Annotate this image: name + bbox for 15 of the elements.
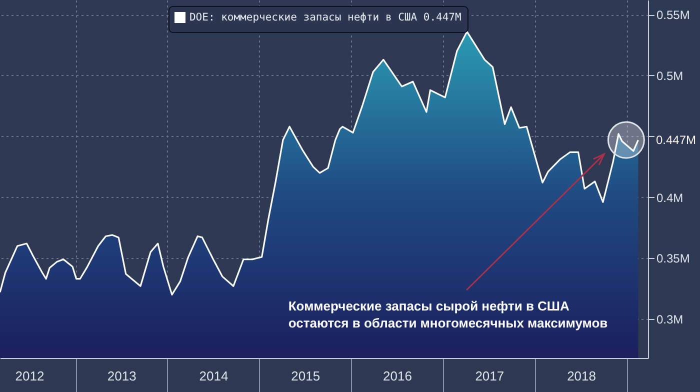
y-tick-label: 0.55M [656, 8, 690, 22]
x-tick-label: 2013 [107, 368, 136, 384]
x-tick-label: 2017 [475, 368, 504, 384]
y-tick-label: 0.4M [656, 190, 684, 205]
x-tick-label: 2012 [15, 368, 44, 384]
legend-label: DOE: коммерческие запасы нефти в США 0.447M [189, 12, 462, 24]
annotation: Коммерческие запасы сырой нефти в США остаются в области многомесячных максимумов [288, 298, 608, 331]
y-tick-label: 0.35M [656, 252, 690, 266]
y-tick-label: 0.3M [656, 312, 684, 327]
x-tick-label: 2018 [567, 368, 596, 384]
x-tick-label: 2015 [291, 368, 320, 384]
y-tick-label: 0.5M [656, 68, 684, 83]
x-tick-label: 2016 [383, 368, 412, 384]
annotation: 0.447M [656, 133, 696, 148]
x-tick-label: 2014 [199, 368, 228, 384]
